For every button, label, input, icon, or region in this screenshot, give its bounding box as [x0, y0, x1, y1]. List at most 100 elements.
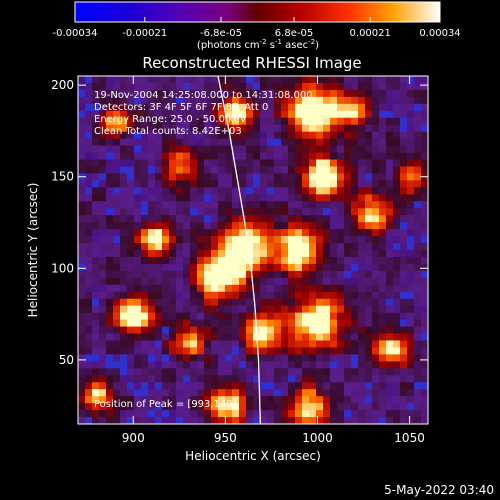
heatmap-cell: [351, 138, 359, 147]
heatmap-cell: [176, 201, 184, 209]
heatmap-cell: [162, 326, 170, 335]
heatmap-cell: [253, 277, 261, 286]
heatmap-cell: [281, 229, 289, 237]
heatmap-cell: [246, 277, 254, 286]
heatmap-cell: [330, 375, 338, 383]
heatmap-cell: [218, 277, 226, 286]
heatmap-cell: [148, 256, 156, 265]
heatmap-cell: [155, 354, 163, 362]
heatmap-cell: [281, 103, 289, 112]
heatmap-cell: [323, 319, 331, 328]
heatmap-cell: [211, 361, 219, 369]
heatmap-cell: [225, 138, 233, 147]
heatmap-cell: [183, 312, 191, 321]
heatmap-cell: [414, 319, 422, 328]
heatmap-cell: [302, 403, 310, 411]
heatmap-cell: [85, 396, 93, 404]
heatmap-cell: [239, 103, 247, 112]
heatmap-cell: [344, 256, 352, 265]
heatmap-cell: [281, 222, 289, 230]
heatmap-cell: [225, 243, 233, 251]
heatmap-cell: [176, 145, 184, 154]
heatmap-cell: [295, 403, 303, 411]
heatmap-cell: [414, 417, 422, 424]
heatmap-cell: [211, 138, 219, 147]
heatmap-cell: [323, 124, 331, 133]
heatmap-cell: [323, 173, 331, 181]
heatmap-cell: [120, 159, 128, 168]
heatmap-cell: [337, 229, 345, 237]
heatmap-cell: [239, 256, 247, 265]
heatmap-cell: [232, 229, 240, 237]
heatmap-cell: [295, 236, 303, 244]
heatmap-cell: [99, 361, 107, 369]
heatmap-cell: [351, 396, 359, 404]
heatmap-cell: [92, 389, 100, 397]
heatmap-cell: [246, 229, 254, 237]
heatmap-cell: [204, 347, 212, 355]
heatmap-cell: [407, 152, 415, 161]
heatmap-cell: [78, 76, 86, 84]
heatmap-cell: [386, 103, 394, 112]
heatmap-cell: [316, 340, 324, 349]
heatmap-cell: [351, 312, 359, 321]
heatmap-cell: [393, 166, 401, 175]
heatmap-cell: [351, 76, 359, 84]
heatmap-cell: [120, 298, 128, 307]
heatmap-cell: [302, 131, 310, 140]
heatmap-cell: [113, 76, 121, 84]
heatmap-cell: [141, 187, 149, 195]
heatmap-cell: [141, 159, 149, 168]
heatmap-cell: [176, 173, 184, 181]
heatmap-cell: [379, 410, 387, 418]
colorbar-tick-label: -6.8e-05: [200, 28, 242, 39]
heatmap-cell: [344, 347, 352, 355]
heatmap-cell: [197, 76, 205, 84]
heatmap-cell: [330, 291, 338, 300]
heatmap-cell: [169, 291, 177, 300]
heatmap-cell: [148, 138, 156, 147]
heatmap-cell: [232, 256, 240, 265]
heatmap-cell: [155, 173, 163, 181]
heatmap-cell: [281, 194, 289, 202]
heatmap-cell: [337, 263, 345, 272]
heatmap-cell: [155, 298, 163, 307]
heatmap-cell: [309, 236, 317, 244]
heatmap-cell: [106, 187, 114, 195]
heatmap-cell: [120, 326, 128, 335]
heatmap-cell: [274, 382, 282, 390]
heatmap-cell: [379, 417, 387, 424]
heatmap-cell: [400, 96, 408, 105]
heatmap-cell: [323, 82, 331, 91]
heatmap-cell: [330, 361, 338, 369]
heatmap-cell: [162, 215, 170, 223]
heatmap-cell: [407, 145, 415, 154]
heatmap-cell: [176, 138, 184, 147]
heatmap-cell: [162, 110, 170, 119]
heatmap-cell: [323, 382, 331, 390]
heatmap-cell: [239, 382, 247, 390]
heatmap-cell: [393, 375, 401, 383]
heatmap-cell: [344, 173, 352, 181]
heatmap-cell: [267, 298, 275, 307]
heatmap-cell: [190, 389, 198, 397]
heatmap-cell: [281, 382, 289, 390]
heatmap-cell: [134, 333, 142, 342]
heatmap-cell: [407, 159, 415, 168]
heatmap-cell: [344, 229, 352, 237]
heatmap-cell: [372, 403, 380, 411]
y-tick-label: 100: [51, 261, 74, 275]
heatmap-cell: [120, 194, 128, 202]
heatmap-cell: [337, 173, 345, 181]
heatmap-cell: [169, 152, 177, 161]
heatmap-cell: [267, 396, 275, 404]
heatmap-cell: [372, 319, 380, 328]
heatmap-cell: [393, 270, 401, 279]
heatmap-cell: [316, 354, 324, 362]
heatmap-cell: [218, 382, 226, 390]
heatmap-cell: [414, 166, 422, 175]
heatmap-cell: [372, 243, 380, 251]
heatmap-cell: [379, 152, 387, 161]
heatmap-cell: [78, 201, 86, 209]
heatmap-cell: [267, 375, 275, 383]
